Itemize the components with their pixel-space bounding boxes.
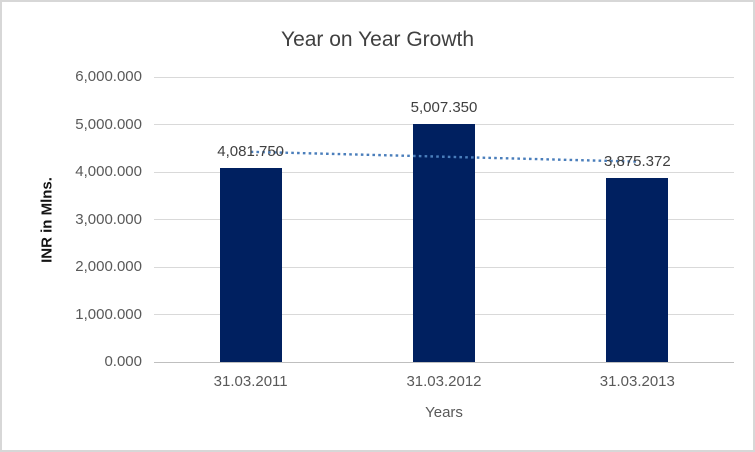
x-tick-label: 31.03.2013 [599, 373, 675, 390]
chart-title: Year on Year Growth [280, 28, 475, 51]
y-tick-label: 1,000.000 [75, 305, 142, 323]
x-axis-line [154, 361, 734, 363]
x-tick-label: 31.03.2012 [406, 373, 482, 390]
y-tick-label: 5,000.000 [75, 115, 142, 133]
y-tick-label: 6,000.000 [75, 68, 142, 85]
bar-data-label: 5,007.350 [410, 99, 478, 117]
y-tick-label: 0.000 [104, 353, 142, 370]
bar [413, 124, 475, 362]
x-axis-title: Years [425, 404, 463, 421]
y-axis-title: INR in Mlns. [38, 177, 56, 263]
y-tick-label: 4,000.000 [75, 163, 142, 180]
y-tick-label: 3,000.000 [75, 210, 142, 228]
bar-data-label: 4,081.750 [217, 143, 285, 161]
bar [219, 168, 282, 362]
bar-data-label: 3,875.372 [603, 152, 671, 170]
gridline [154, 76, 734, 78]
y-tick-label: 2,000.000 [75, 258, 142, 275]
x-tick-label: 31.03.2011 [213, 373, 288, 390]
bar [606, 177, 669, 362]
